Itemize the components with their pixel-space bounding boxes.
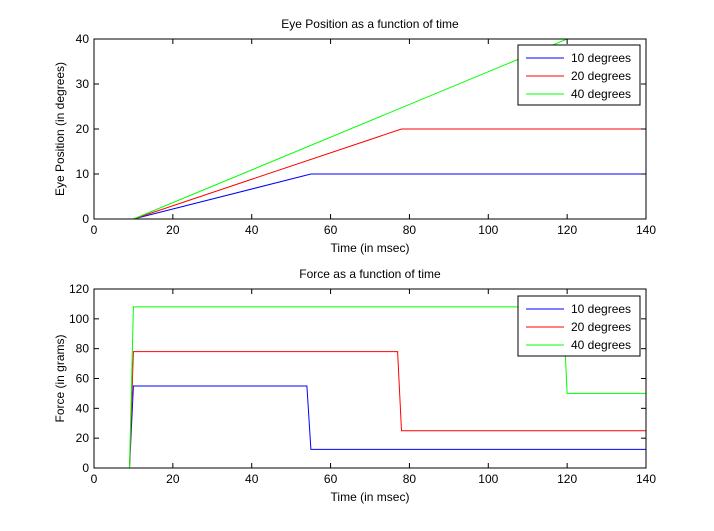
y-tick-label: 0 — [82, 212, 89, 226]
x-axis-label: Time (in msec) — [331, 241, 410, 255]
series-group — [133, 39, 646, 219]
series-line-2 — [129, 351, 646, 468]
x-tick-label: 80 — [403, 223, 417, 237]
x-tick-label: 120 — [557, 223, 577, 237]
legend-label-2: 20 degrees — [571, 69, 631, 83]
legend-box — [517, 295, 641, 357]
chart-title: Force as a function of time — [299, 267, 441, 281]
x-tick-label: 20 — [166, 472, 180, 486]
series-line-2 — [133, 128, 646, 219]
series-line-3 — [133, 39, 646, 219]
y-tick-label: 60 — [76, 372, 90, 386]
x-tick-label: 140 — [636, 223, 656, 237]
chart-2: 0 20 40 60 80 100 120 140 0 20 40 60 80 100 120 Force a… — [53, 267, 656, 504]
x-tick-label: 120 — [557, 472, 577, 486]
x-tick-label: 140 — [636, 472, 656, 486]
legend-label-1: 10 degrees — [571, 302, 631, 316]
y-axis-label: Eye Position (in degrees) — [53, 62, 67, 196]
x-axis-label: Time (in msec) — [331, 490, 410, 504]
legend-label-3: 40 degrees — [571, 338, 631, 352]
y-tick-label: 120 — [69, 282, 89, 296]
series-line-1 — [129, 385, 646, 468]
series-line-1 — [133, 173, 646, 219]
y-tick-label: 30 — [76, 77, 90, 91]
x-tick-label: 20 — [166, 223, 180, 237]
legend-label-1: 10 degrees — [571, 51, 631, 65]
y-tick-label: 80 — [76, 342, 90, 356]
x-tick-label: 60 — [324, 223, 338, 237]
legend: 10 degrees 20 degrees 40 degrees — [517, 295, 641, 357]
y-tick-label: 20 — [76, 431, 90, 445]
chart-1: 0 20 40 60 80 100 120 140 0 10 20 30 40 Eye Position … — [53, 17, 656, 255]
x-tick-label: 0 — [91, 223, 98, 237]
y-tick-label: 20 — [76, 122, 90, 136]
y-tick-label: 100 — [69, 312, 89, 326]
chart-title: Eye Position as a function of time — [281, 17, 459, 31]
x-tick-label: 100 — [478, 472, 498, 486]
y-tick-label: 10 — [76, 167, 90, 181]
x-tick-label: 40 — [245, 223, 259, 237]
legend-box — [517, 44, 641, 106]
x-tick-label: 80 — [403, 472, 417, 486]
y-tick-label: 40 — [76, 32, 90, 46]
x-tick-label: 40 — [245, 472, 259, 486]
legend: 10 degrees 20 degrees 40 degrees — [517, 44, 641, 106]
y-tick-label: 40 — [76, 401, 90, 415]
x-tick-label: 100 — [478, 223, 498, 237]
legend-label-2: 20 degrees — [571, 320, 631, 334]
x-tick-label: 60 — [324, 472, 338, 486]
y-axis-label: Force (in grams) — [53, 334, 67, 422]
legend-label-3: 40 degrees — [571, 87, 631, 101]
x-tick-label: 0 — [91, 472, 98, 486]
y-tick-label: 0 — [82, 461, 89, 475]
